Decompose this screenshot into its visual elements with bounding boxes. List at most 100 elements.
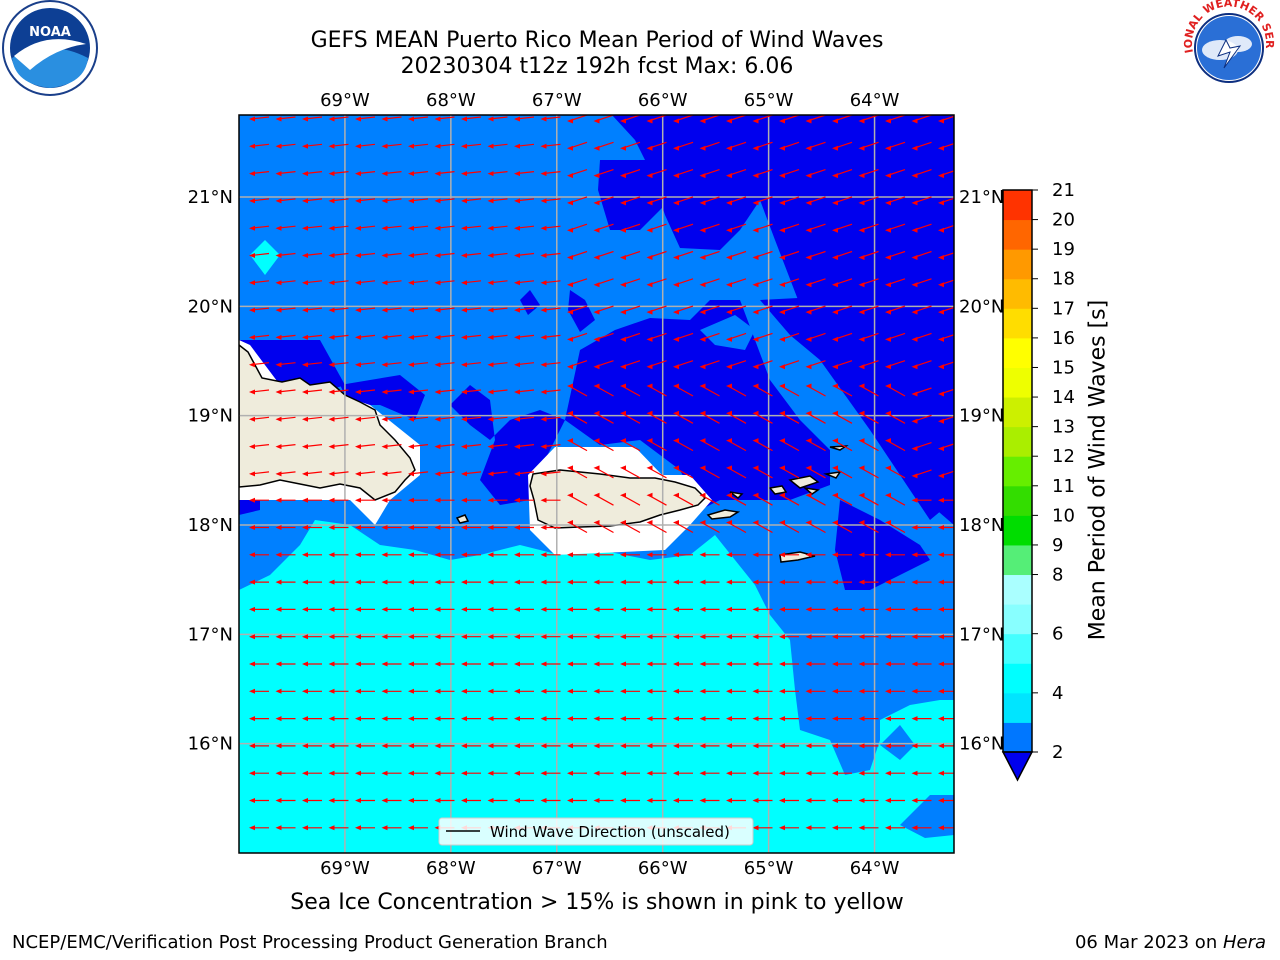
wind-wave-arrow bbox=[275, 416, 296, 422]
wind-wave-arrow bbox=[381, 252, 402, 258]
wind-wave-arrow bbox=[779, 438, 800, 452]
wind-wave-arrow bbox=[328, 444, 349, 450]
colorbar-swatch bbox=[1003, 722, 1032, 753]
wind-wave-arrow bbox=[805, 716, 826, 722]
wind-wave-arrow bbox=[726, 141, 747, 151]
wind-wave-arrow bbox=[858, 332, 879, 342]
wind-wave-arrow bbox=[355, 307, 376, 313]
wind-wave-arrow bbox=[646, 332, 667, 342]
wind-wave-arrow bbox=[805, 825, 826, 831]
wind-wave-arrow bbox=[461, 688, 481, 694]
wind-wave-arrow bbox=[302, 416, 323, 422]
wind-wave-arrow bbox=[858, 825, 879, 831]
wind-wave-arrow bbox=[408, 716, 428, 722]
wind-wave-arrow bbox=[673, 770, 693, 776]
wind-wave-arrow bbox=[355, 661, 375, 667]
wind-wave-arrow bbox=[434, 143, 455, 149]
colorbar-swatch bbox=[1003, 278, 1032, 309]
wind-wave-arrow bbox=[805, 410, 826, 424]
wind-wave-arrow bbox=[911, 497, 932, 503]
wind-wave-arrow bbox=[911, 770, 932, 776]
wind-wave-arrow bbox=[885, 798, 905, 803]
wind-wave-arrow bbox=[620, 438, 641, 452]
wind-wave-arrow bbox=[355, 198, 376, 204]
wind-wave-arrow bbox=[434, 307, 455, 313]
wind-wave-arrow bbox=[487, 389, 508, 395]
wind-wave-arrow bbox=[726, 661, 746, 667]
wind-wave-arrow bbox=[752, 383, 773, 397]
lon-tick-label: 67°W bbox=[532, 858, 582, 879]
wind-wave-arrow bbox=[832, 798, 852, 803]
wind-wave-arrow bbox=[540, 362, 561, 368]
wind-wave-arrow bbox=[646, 716, 667, 722]
colorbar-tick-label: 20 bbox=[1052, 210, 1075, 231]
wind-wave-arrow bbox=[408, 525, 428, 530]
wind-wave-arrow bbox=[699, 492, 720, 506]
wind-wave-arrow bbox=[487, 606, 508, 612]
wind-wave-arrow bbox=[514, 688, 534, 694]
wind-wave-arrow bbox=[328, 552, 349, 558]
wind-wave-arrow bbox=[275, 171, 296, 177]
noaa-logo: NOAA bbox=[2, 0, 98, 96]
wind-wave-arrow bbox=[249, 225, 270, 231]
lat-tick-label: 18°N bbox=[959, 515, 1004, 536]
wind-wave-arrow bbox=[355, 743, 375, 749]
wind-wave-arrow bbox=[699, 552, 720, 558]
colorbar-tick-label: 9 bbox=[1052, 535, 1063, 556]
island bbox=[829, 445, 849, 451]
wind-wave-arrow bbox=[381, 688, 402, 694]
wind-wave-arrow bbox=[408, 606, 428, 612]
wind-wave-arrow bbox=[779, 825, 799, 831]
wind-wave-arrow bbox=[302, 252, 323, 258]
wind-wave-arrow bbox=[540, 497, 561, 503]
wind-wave-arrow bbox=[514, 143, 535, 149]
wind-wave-arrow bbox=[673, 634, 693, 640]
wind-wave-arrow bbox=[832, 688, 852, 694]
wind-wave-arrow bbox=[752, 278, 773, 288]
wind-wave-arrow bbox=[699, 383, 720, 397]
wind-wave-arrow bbox=[938, 716, 954, 722]
wind-wave-arrow bbox=[249, 525, 269, 530]
wind-wave-arrow bbox=[249, 716, 269, 722]
wind-wave-arrow bbox=[858, 492, 879, 506]
wind-wave-arrow bbox=[355, 362, 376, 368]
wind-wave-arrow bbox=[434, 770, 455, 776]
wind-wave-arrow bbox=[408, 444, 429, 450]
wind-wave-arrow bbox=[461, 225, 482, 231]
wind-wave-arrow bbox=[381, 634, 402, 640]
wind-wave-arrow bbox=[275, 634, 296, 640]
wind-wave-arrow bbox=[408, 252, 429, 258]
wind-wave-arrow bbox=[911, 305, 932, 315]
wind-wave-arrow bbox=[487, 497, 508, 503]
wind-wave-arrow bbox=[249, 661, 269, 667]
colorbar-swatch bbox=[1003, 190, 1032, 221]
wind-wave-arrow bbox=[779, 196, 800, 206]
wind-wave-arrow bbox=[938, 798, 954, 803]
lon-tick-label: 65°W bbox=[744, 90, 794, 111]
wind-wave-arrow bbox=[699, 196, 720, 206]
wind-wave-arrow bbox=[805, 770, 826, 776]
wind-wave-arrow bbox=[752, 661, 773, 667]
wind-wave-arrow bbox=[593, 798, 614, 803]
wind-wave-arrow bbox=[620, 520, 641, 534]
colorbar-tick-label: 16 bbox=[1052, 328, 1075, 349]
wind-wave-arrow bbox=[328, 198, 349, 204]
svg-text:NOAA: NOAA bbox=[29, 25, 71, 40]
wind-wave-arrow bbox=[249, 798, 269, 803]
wind-wave-arrow bbox=[249, 116, 270, 122]
wind-wave-arrow bbox=[355, 334, 376, 340]
wind-wave-arrow bbox=[567, 634, 587, 640]
colorbar-swatch bbox=[1003, 249, 1032, 280]
wind-wave-arrow bbox=[302, 116, 323, 122]
wind-wave-arrow bbox=[249, 171, 270, 177]
wind-wave-arrow bbox=[567, 552, 587, 558]
wind-wave-arrow bbox=[779, 410, 800, 424]
wind-wave-arrow bbox=[673, 383, 694, 397]
wind-wave-arrow bbox=[461, 798, 481, 803]
wind-wave-arrow bbox=[381, 552, 402, 558]
wind-wave-arrow bbox=[646, 606, 667, 612]
wind-wave-arrow bbox=[249, 252, 270, 258]
wind-wave-arrow bbox=[540, 471, 561, 477]
wind-wave-arrow bbox=[620, 410, 641, 424]
wind-wave-arrow bbox=[752, 798, 773, 803]
